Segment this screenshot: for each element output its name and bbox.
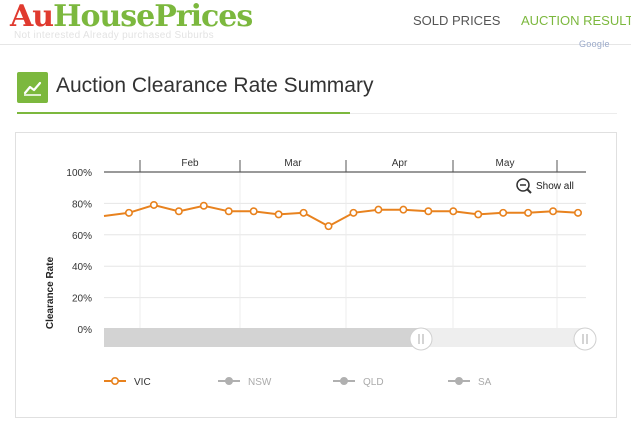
y-axis-label: Clearance Rate <box>45 256 56 329</box>
line-chart-icon <box>17 72 48 103</box>
show-all-label: Show all <box>536 181 574 192</box>
data-point-vic[interactable] <box>349 208 358 217</box>
y-tick-label: 20% <box>72 294 92 305</box>
data-point-vic[interactable] <box>474 210 483 219</box>
site-header: AuHousePrices Not interested Already pur… <box>0 0 631 45</box>
y-tick-label: 40% <box>72 262 92 273</box>
data-point-vic[interactable] <box>424 207 433 216</box>
section-title: Auction Clearance Rate Summary <box>56 74 374 97</box>
legend-item-vic[interactable]: VIC <box>104 377 151 388</box>
zoom-out-icon <box>516 178 530 192</box>
data-point-vic[interactable] <box>249 207 258 216</box>
faded-filter-text: Not interested Already purchased Suburbs <box>14 30 214 41</box>
month-label: Feb <box>181 158 199 169</box>
chart-legend: VIC NSW QLD SA <box>104 377 492 388</box>
month-label: Mar <box>284 158 302 169</box>
y-tick-label: 60% <box>72 231 92 242</box>
data-point-vic[interactable] <box>549 207 558 216</box>
data-point-vic[interactable] <box>449 207 458 216</box>
month-label: May <box>496 158 515 169</box>
data-point-vic[interactable] <box>399 205 408 214</box>
section-divider <box>350 113 617 114</box>
data-point-vic[interactable] <box>124 208 133 217</box>
y-tick-label: 0% <box>78 325 93 336</box>
series-line-vic <box>103 203 579 228</box>
data-point-vic[interactable] <box>174 207 183 216</box>
data-point-vic[interactable] <box>573 208 582 217</box>
nav-sold-prices[interactable]: SOLD PRICES <box>413 13 501 28</box>
y-tick-label: 100% <box>66 168 92 179</box>
section-underline <box>17 112 350 114</box>
legend-item-sa[interactable]: SA <box>448 377 492 388</box>
data-point-vic[interactable] <box>274 210 283 219</box>
legend-item-nsw[interactable]: NSW <box>218 377 272 388</box>
show-all-button[interactable]: Show all <box>516 178 574 194</box>
nav-auction-results[interactable]: AUCTION RESULT <box>521 13 631 28</box>
data-point-vic[interactable] <box>499 208 508 217</box>
data-point-vic[interactable] <box>324 222 333 231</box>
svg-text:SA: SA <box>478 377 492 388</box>
legend-item-qld[interactable]: QLD <box>333 377 384 388</box>
range-track[interactable] <box>419 328 585 347</box>
data-point-vic[interactable] <box>524 208 533 217</box>
y-tick-label: 80% <box>72 199 92 210</box>
range-handle-left[interactable] <box>409 327 433 351</box>
svg-text:QLD: QLD <box>363 377 384 388</box>
data-point-vic[interactable] <box>199 201 208 210</box>
chart-panel: Feb Mar Apr May 0% 20% 40% 60% 80% 100% Clearanc… <box>15 132 617 418</box>
clearance-rate-chart: Feb Mar Apr May 0% 20% 40% 60% 80% 100% Clearanc… <box>45 158 597 388</box>
month-label: Apr <box>392 158 408 169</box>
svg-text:VIC: VIC <box>134 377 151 388</box>
range-selected-area[interactable] <box>104 328 419 347</box>
data-point-vic[interactable] <box>224 207 233 216</box>
google-attribution: Google <box>579 39 610 49</box>
data-point-vic[interactable] <box>149 200 158 209</box>
svg-text:NSW: NSW <box>248 377 272 388</box>
data-point-vic[interactable] <box>374 205 383 214</box>
site-logo[interactable]: AuHousePrices <box>10 0 253 34</box>
data-point-vic[interactable] <box>299 208 308 217</box>
range-handle-right[interactable] <box>573 327 597 351</box>
